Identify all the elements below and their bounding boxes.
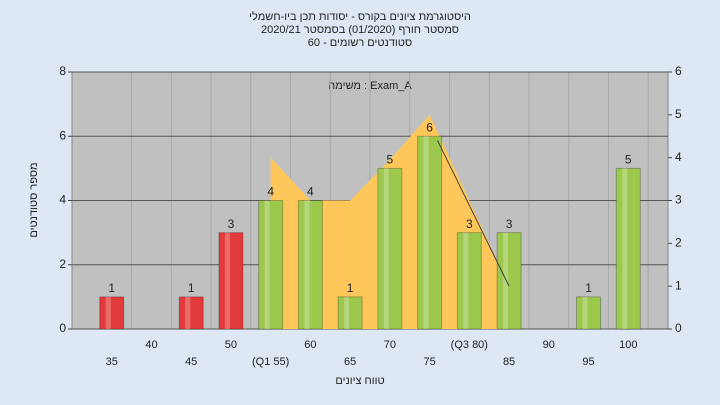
x-tick-label: 95 <box>582 356 594 368</box>
y2-tick-label: 4 <box>675 150 682 164</box>
bar <box>456 232 482 330</box>
bar-shine <box>503 232 509 329</box>
bar <box>297 200 323 330</box>
value-label: 3 <box>506 217 513 231</box>
chart-title: היסטוגרמת ציונים בקורס - יסודות תכן ביו-… <box>249 10 471 23</box>
bar-shine <box>463 232 469 329</box>
chart-subtitle: סטודנטים רשומים - 60 <box>308 37 412 49</box>
x-tick-label: (Q3 80) <box>451 339 488 351</box>
x-tick-label: 90 <box>543 339 555 351</box>
bar-shine <box>582 296 588 329</box>
chart-subtitle: סמסטר חורף (01/2020) בסמסטר 2020/21 <box>261 24 459 36</box>
bar-shine <box>344 296 350 329</box>
x-axis-label: טווח ציונים <box>335 375 384 387</box>
value-label: 3 <box>466 217 473 231</box>
y2-tick-label: 5 <box>675 107 682 121</box>
y-tick-label: 6 <box>59 128 66 142</box>
bar <box>178 296 204 330</box>
bar-shine <box>185 296 191 329</box>
line <box>437 140 510 287</box>
y2-tick-label: 3 <box>675 193 682 207</box>
bar <box>258 200 284 330</box>
value-label: 1 <box>585 281 592 295</box>
value-label: 5 <box>625 153 632 167</box>
y-axis-label: מספר סטודנטים <box>28 162 40 237</box>
y2-tick-label: 1 <box>675 278 682 292</box>
y2-tick-label: 0 <box>675 321 682 335</box>
y-tick-label: 0 <box>59 321 66 335</box>
bar-shine <box>622 168 628 329</box>
bar-shine <box>304 200 310 329</box>
bar-shine <box>224 232 230 329</box>
bar-shine <box>264 200 270 329</box>
bar-shine <box>423 136 429 329</box>
value-label: 4 <box>267 185 274 199</box>
x-tick-label: 100 <box>619 339 637 351</box>
x-tick-label: 75 <box>423 356 435 368</box>
bar <box>99 296 125 330</box>
x-tick-label: 70 <box>384 339 396 351</box>
bar-shine <box>383 168 389 329</box>
value-label: 1 <box>188 281 195 295</box>
value-label: 6 <box>426 120 433 134</box>
value-label: 3 <box>228 217 235 231</box>
x-tick-label: 65 <box>344 356 356 368</box>
value-label: 1 <box>108 281 115 295</box>
x-tick-label: 40 <box>145 339 157 351</box>
bar <box>576 296 602 330</box>
bar <box>496 232 522 330</box>
bar <box>337 296 363 330</box>
y-tick-label: 4 <box>59 193 66 207</box>
x-tick-label: 85 <box>503 356 515 368</box>
y-tick-label: 2 <box>59 257 66 271</box>
bar <box>615 167 641 330</box>
x-tick-label: 60 <box>304 339 316 351</box>
bar <box>377 167 403 330</box>
value-label: 5 <box>387 153 394 167</box>
value-label: 4 <box>307 185 314 199</box>
y-tick-label: 8 <box>59 64 66 78</box>
y2-tick-label: 2 <box>675 236 682 250</box>
y2-tick-label: 6 <box>675 64 682 78</box>
x-tick-label: 35 <box>106 356 118 368</box>
x-tick-label: 50 <box>225 339 237 351</box>
value-label: 1 <box>347 281 354 295</box>
x-tick-label: 45 <box>185 356 197 368</box>
bar <box>417 135 443 330</box>
x-tick-label: (Q1 55) <box>252 356 289 368</box>
bar-shine <box>105 296 111 329</box>
bar <box>218 232 244 330</box>
